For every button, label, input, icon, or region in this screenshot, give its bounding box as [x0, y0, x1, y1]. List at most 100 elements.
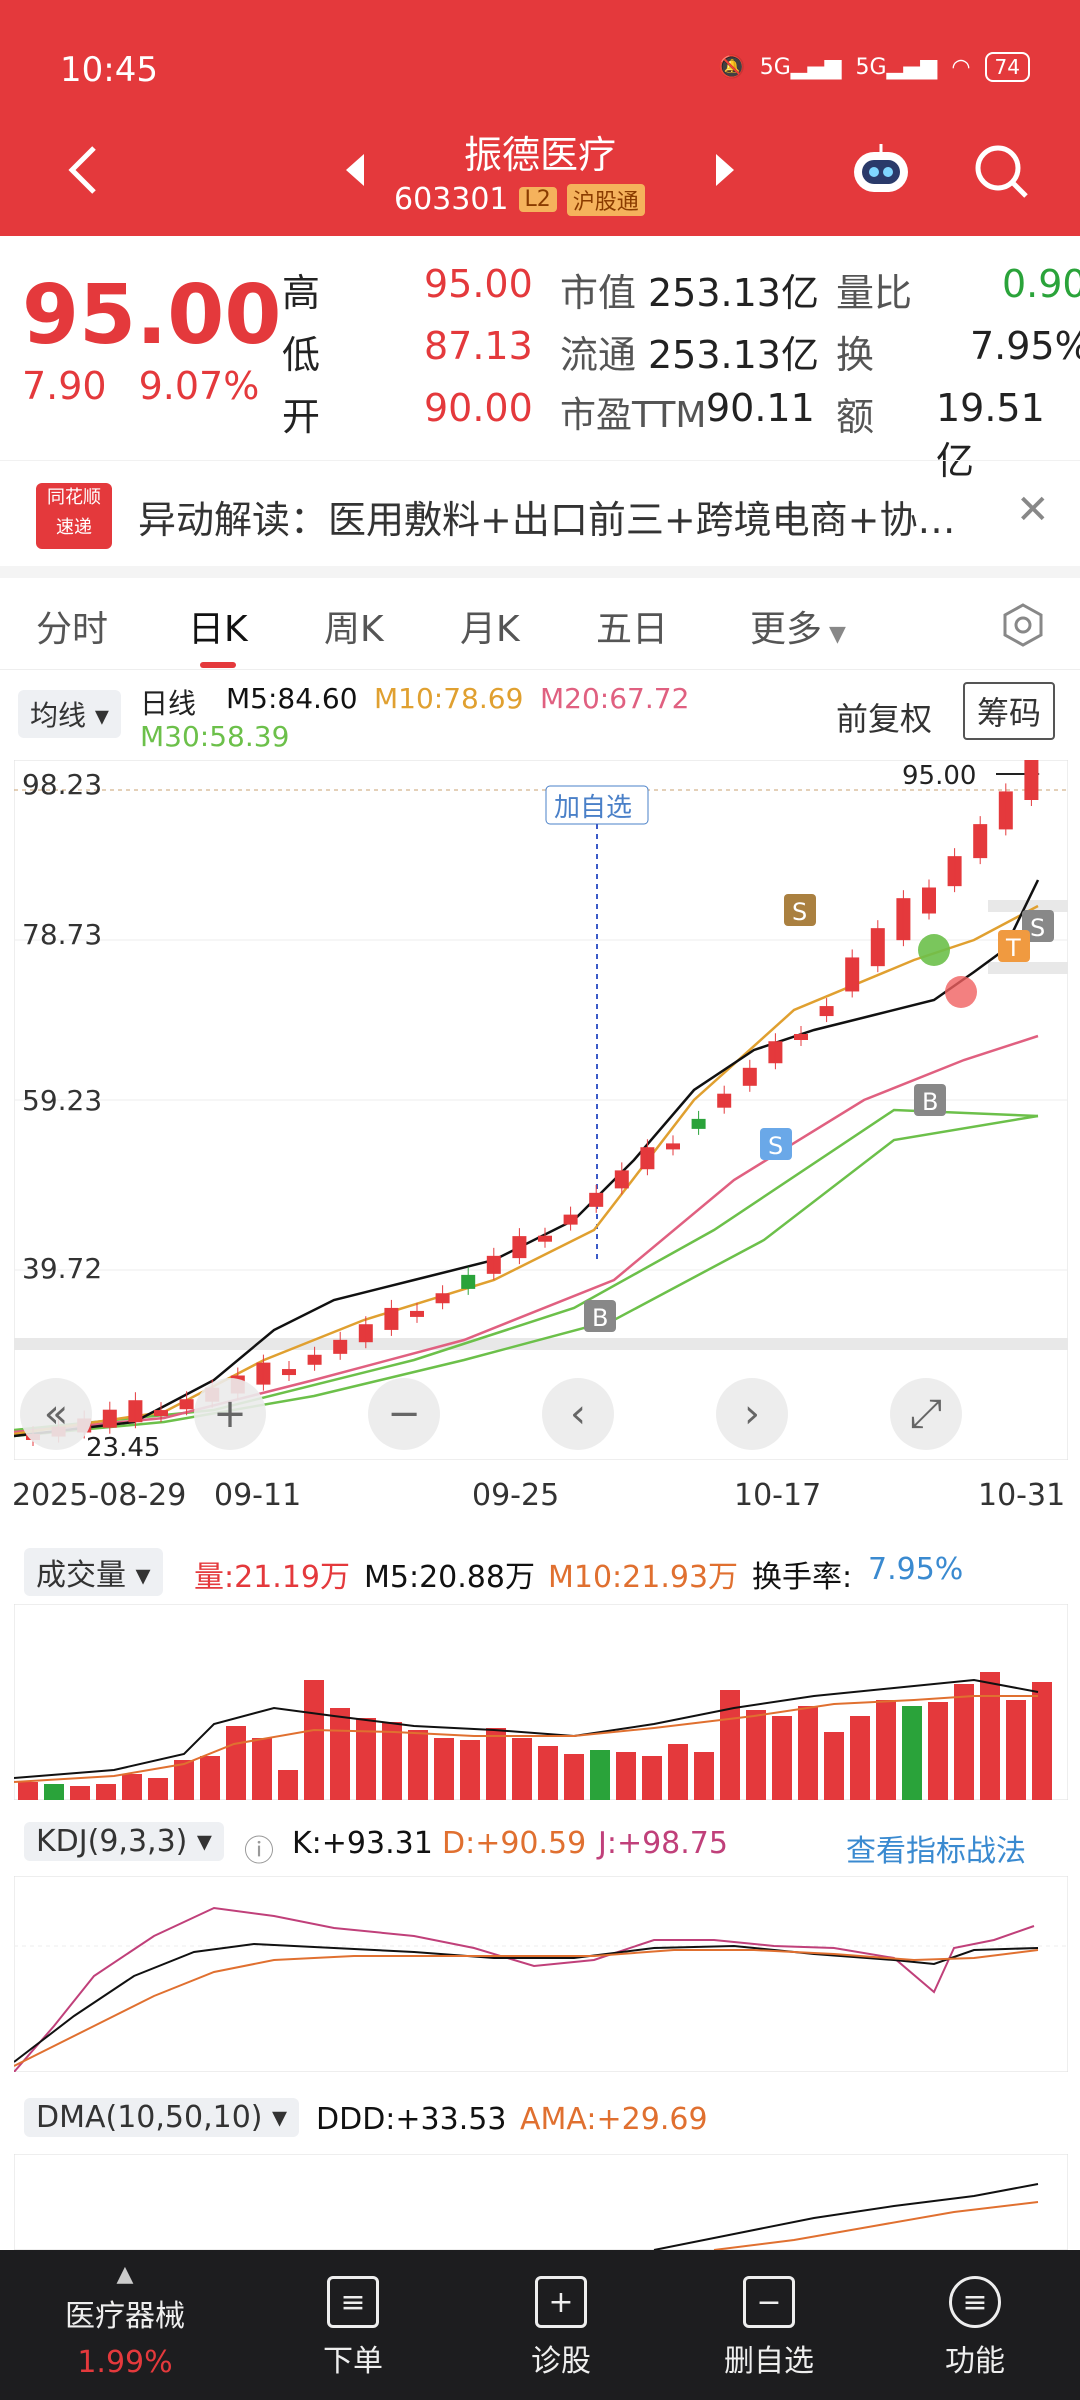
max-price-label: 95.00 [902, 761, 976, 791]
tab-daily-k[interactable]: 日K [188, 609, 248, 650]
news-text[interactable]: 异动解读：医用敷料+出口前三+跨境电商+协… [138, 498, 956, 542]
volume-select[interactable]: 成交量 ▾ [24, 1548, 163, 1596]
y-label-top: 98.23 [22, 768, 102, 801]
volume-bar [876, 1700, 896, 1800]
diagnose-label: 诊股 [531, 2344, 591, 2379]
volume-bar [850, 1716, 870, 1800]
mcap-label: 市值 [560, 271, 637, 315]
wifi-icon: ◠ [951, 54, 971, 80]
volume-bar [720, 1690, 740, 1800]
tab-monthly-k[interactable]: 月K [460, 609, 520, 650]
y-label-3: 59.23 [22, 1084, 102, 1117]
close-icon[interactable]: ✕ [1016, 487, 1050, 533]
strategy-link[interactable]: 查看指标战法 [846, 1834, 1026, 1869]
help-icon[interactable]: ⓘ [244, 1834, 274, 1869]
prev-stock-icon[interactable] [342, 150, 368, 190]
volume-bar [486, 1728, 506, 1800]
adjust-button[interactable]: 前复权 [836, 700, 933, 738]
m30-value: M30:58.39 [140, 720, 290, 753]
volume-bar [798, 1706, 818, 1800]
news-banner[interactable]: 同花顺 速递 异动解读：医用敷料+出口前三+跨境电商+协… ✕ [0, 460, 1080, 570]
volume-bar [928, 1702, 948, 1800]
kdj-select[interactable]: KDJ(9,3,3) ▾ [24, 1822, 224, 1861]
ma-legend: 均线 ▾ 日线 M5:84.60 M10:78.69 M20:67.72 M30… [0, 676, 1080, 756]
volume-bar [746, 1710, 766, 1800]
volume-bar [564, 1754, 584, 1800]
volume-bar [200, 1756, 220, 1800]
volume-value: 量:21.19万 [194, 1560, 350, 1595]
diagnose-button[interactable]: + 诊股 [456, 2250, 666, 2400]
volume-bar [408, 1730, 428, 1800]
fullscreen-icon[interactable]: ⤢ [890, 1378, 962, 1450]
dma-chart[interactable] [14, 2154, 1068, 2250]
volume-bar [902, 1706, 922, 1800]
rewind-icon[interactable]: « [20, 1378, 92, 1450]
kline-chart[interactable]: 98.23 78.73 59.23 39.72 95.00 23.45 加自选 … [14, 760, 1068, 1460]
svg-text:S: S [792, 898, 807, 926]
robot-assistant-icon[interactable] [848, 140, 914, 200]
signal-markers: B S S B S T [584, 894, 1054, 1332]
search-icon[interactable] [972, 142, 1032, 202]
tab-weekly-k[interactable]: 周K [324, 609, 384, 650]
kdj-chart[interactable] [14, 1876, 1068, 2072]
zoom-out-icon[interactable]: − [368, 1378, 440, 1450]
remove-watch-button[interactable]: − 删自选 [664, 2250, 874, 2400]
svg-text:S: S [1030, 914, 1045, 942]
back-icon[interactable] [60, 140, 110, 200]
svg-text:B: B [922, 1088, 938, 1116]
volume-bars [18, 1672, 1052, 1800]
y-label-2: 78.73 [22, 918, 102, 951]
zoom-in-icon[interactable]: + [194, 1378, 266, 1450]
low-label: 低 [282, 333, 321, 377]
scroll-left-icon[interactable]: ‹ [542, 1378, 614, 1450]
float-value: 253.13亿 [648, 333, 819, 377]
volume-bar [330, 1708, 350, 1800]
volume-bar [96, 1784, 116, 1800]
scroll-right-icon[interactable]: › [716, 1378, 788, 1450]
volume-header: 成交量 ▾ 量:21.19万 M5:20.88万 M10:21.93万 换手率:… [0, 1544, 1080, 1604]
amount-label: 额 [836, 395, 875, 439]
volume-bar [1032, 1682, 1052, 1800]
add-watch-marker: 加自选 [554, 793, 632, 823]
m10-value: M10:78.69 [374, 682, 524, 715]
dma-header: DMA(10,50,10) ▾ DDD:+33.53 AMA:+29.69 [0, 2094, 1080, 2154]
dma-select[interactable]: DMA(10,50,10) ▾ [24, 2098, 300, 2137]
m20-value: M20:67.72 [540, 682, 690, 715]
settings-icon[interactable] [1000, 602, 1046, 648]
tab-more[interactable]: 更多 ▼ [750, 609, 846, 650]
signal-icon: 5G▂▄▆ [759, 54, 842, 80]
function-button[interactable]: ≡ 功能 [870, 2250, 1080, 2400]
y-label-4: 39.72 [22, 1252, 102, 1285]
chart-tabs: 分时 日K 周K 月K 五日 更多 ▼ [0, 578, 1080, 670]
tab-intraday[interactable]: 分时 [36, 609, 109, 650]
volratio-label: 量比 [836, 271, 913, 315]
stock-name: 振德医疗 [463, 133, 616, 177]
function-label: 功能 [945, 2344, 1005, 2379]
date-label: 10-31 [978, 1478, 1066, 1513]
turnover-label: 换 [836, 333, 875, 377]
volume-bar [1006, 1700, 1026, 1800]
volume-bar [18, 1782, 38, 1800]
order-icon: ≡ [327, 2276, 379, 2328]
sector-button[interactable]: ▲ 医疗器械 1.99% [20, 2250, 230, 2400]
chips-button[interactable]: 筹码 [963, 682, 1056, 740]
tab-five-day[interactable]: 五日 [596, 609, 669, 650]
svg-text:S: S [768, 1132, 783, 1160]
volume-bar [356, 1718, 376, 1800]
volume-bar [148, 1778, 168, 1800]
volume-bar [174, 1760, 194, 1800]
next-stock-icon[interactable] [712, 150, 738, 190]
turnover-label: 换手率: [752, 1560, 853, 1595]
kdj-j: J:+98.75 [598, 1826, 728, 1861]
volume-m10: M10:21.93万 [548, 1560, 739, 1595]
volume-chart[interactable] [14, 1604, 1068, 1800]
order-button[interactable]: ≡ 下单 [248, 2250, 458, 2400]
connect-tag: 沪股通 [566, 183, 645, 216]
volume-bar [122, 1774, 142, 1800]
open-value: 90.00 [424, 386, 533, 430]
status-time: 10:45 [60, 50, 158, 90]
ma-select[interactable]: 均线 ▾ [18, 690, 121, 738]
sector-pct: 1.99% [77, 2345, 173, 2380]
date-label: 09-25 [472, 1478, 560, 1513]
dma-ama: AMA:+29.69 [520, 2102, 708, 2137]
